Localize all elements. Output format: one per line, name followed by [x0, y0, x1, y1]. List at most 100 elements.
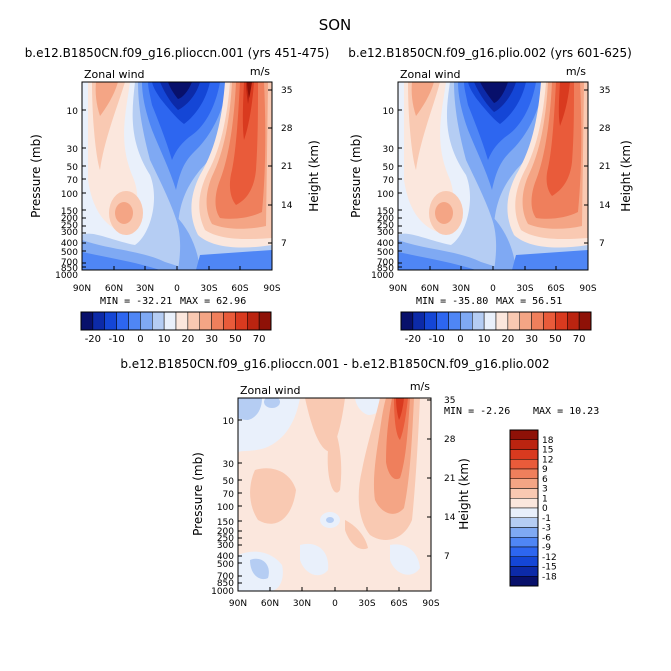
panel-1-ytick: 300 [61, 228, 78, 238]
colorbar-diff-label: 6 [542, 475, 548, 485]
panel-3-ytick: 850 [217, 579, 234, 589]
panel-2-xtick: 60S [547, 284, 564, 294]
panel-1-xtick: 0 [174, 284, 180, 294]
colorbar-2-cell [448, 311, 461, 331]
panel-1-y2tick: 14 [281, 201, 293, 211]
panel-3-ytick: 100 [217, 503, 234, 513]
panel-3-ytick: 200 [217, 527, 234, 537]
figure-title: SON [319, 16, 352, 34]
panel-2-ytick: 10 [383, 107, 395, 117]
panel-3-ylabel: Pressure (mb) [191, 452, 205, 536]
panel-3-max: MAX = 10.23 [533, 406, 599, 417]
panel-1-ytick: 1000 [55, 271, 78, 281]
panel-3-ytick: 500 [217, 560, 234, 570]
colorbar-2-cell [519, 311, 532, 331]
panel-2-xtick: 90N [389, 284, 407, 294]
panel-3-ytick: 150 [217, 518, 234, 528]
panel-2-y2-axis: 35 28 21 14 7 Height (km) [584, 86, 633, 249]
panel-3-ytick: 300 [217, 541, 234, 551]
panel-1-xtick: 30S [200, 284, 217, 294]
panel-3-ytick: 70 [223, 490, 235, 500]
panel-3-xtick: 90S [422, 599, 439, 609]
colorbar-1-label: 50 [229, 334, 242, 345]
colorbar-diff-cell [509, 507, 539, 518]
colorbar-diff-cell [509, 546, 539, 557]
colorbar-diff-cell [509, 449, 539, 460]
panel-2-ytick: 300 [377, 228, 394, 238]
colorbar-diff-cell [509, 459, 539, 470]
colorbar-diff-label: 12 [542, 455, 553, 465]
panel-1-ytick: 70 [67, 176, 79, 186]
colorbar-1-cell [128, 311, 141, 331]
panel-2: b.e12.B1850CN.f09_g16.plio.002 (yrs 601-… [348, 46, 633, 307]
colorbar-1-cell [140, 311, 153, 331]
panel-2-max: MAX = 56.51 [496, 296, 562, 307]
colorbar-2-cell [472, 311, 485, 331]
panel-3-variable: Zonal wind [240, 384, 301, 397]
panel-3-units: m/s [410, 380, 430, 393]
panel-1-y2label: Height (km) [307, 140, 321, 211]
colorbar-1-label: -10 [108, 334, 124, 345]
colorbar-2-cell [460, 311, 473, 331]
colorbar-1-cell [247, 311, 260, 331]
colorbar-1-cell [199, 311, 212, 331]
panel-1-xtick: 90S [263, 284, 280, 294]
panel-2-ytick: 30 [383, 145, 395, 155]
colorbar-diff-label: 0 [542, 504, 548, 514]
colorbar-1-cell [187, 311, 200, 331]
panel-2-y-axis: 10 30 50 70 100 150 200 250 300 400 500 … [349, 107, 402, 281]
colorbar-1-cell [80, 311, 94, 331]
colorbar-diff-cell [509, 478, 539, 489]
panel-2-y2label: Height (km) [619, 140, 633, 211]
panel-3-y2tick: 21 [444, 474, 455, 484]
panel-2-ytick: 500 [377, 248, 394, 258]
colorbar-1-cell [211, 311, 224, 331]
colorbar-1-label: 30 [205, 334, 218, 345]
panel-2-min: MIN = -35.80 [416, 296, 488, 307]
colorbar-1-label: 70 [253, 334, 266, 345]
panel-2-ytick: 50 [383, 163, 395, 173]
panel-3-y2tick: 7 [444, 552, 450, 562]
panel-2-xtick: 30S [516, 284, 533, 294]
panel-1-y2tick: 21 [281, 162, 292, 172]
panel-1-ytick: 50 [67, 163, 79, 173]
panel-3-y-axis: 10 30 50 70 100 150 200 250 300 400 500 … [191, 417, 242, 597]
panel-3-ytick: 250 [217, 534, 234, 544]
panel-3-ytick: 10 [223, 417, 235, 427]
colorbar-diff-label: -15 [542, 563, 557, 573]
panel-1-xtick: 90N [73, 284, 91, 294]
colorbar-diff-cell [509, 498, 539, 509]
colorbar-diff-cell [509, 537, 539, 548]
colorbar-2-cell [424, 311, 437, 331]
colorbar-diff-cell [509, 439, 539, 450]
colorbar-2-cell [436, 311, 449, 331]
panel-1-xtick: 60N [105, 284, 123, 294]
panel-2-ytick: 150 [377, 207, 394, 217]
panel-1-ytick: 700 [61, 258, 78, 268]
panel-2-xtick: 60N [421, 284, 439, 294]
colorbar-diff-cell [509, 468, 539, 479]
colorbar-2-cell [578, 311, 592, 331]
colorbar-1-cell [235, 311, 248, 331]
panel-3-xtick: 60N [261, 599, 279, 609]
colorbar-2-cell [412, 311, 425, 331]
panel-2-ytick: 200 [377, 214, 394, 224]
panel-2-ytick: 70 [383, 176, 395, 186]
colorbar-diff-label: 1 [542, 494, 548, 504]
colorbar-diff-label: -1 [542, 514, 551, 524]
panel-1-ytick: 500 [61, 248, 78, 258]
colorbar-diff-label: 3 [542, 485, 548, 495]
panel-2-ytick: 250 [377, 221, 394, 231]
colorbar-1: -20 -10 0 10 20 30 50 70 [80, 311, 272, 345]
panel-1-xtick: 30N [136, 284, 154, 294]
colorbar-1-label: 0 [137, 334, 143, 345]
colorbar-2-label: 10 [478, 334, 491, 345]
colorbar-diff-cell [509, 429, 539, 440]
colorbar-1-label: 20 [182, 334, 195, 345]
colorbar-2-label: 20 [502, 334, 515, 345]
colorbar-2-label: 30 [525, 334, 538, 345]
panel-1-variable: Zonal wind [84, 68, 145, 81]
colorbar-2-cell [531, 311, 544, 331]
